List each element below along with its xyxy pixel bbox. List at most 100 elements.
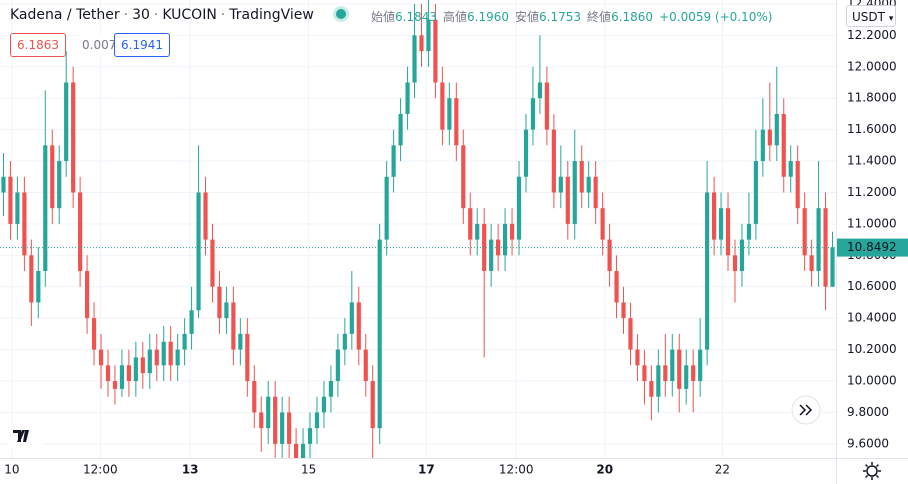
symbol: Kadena / Tether <box>10 7 120 23</box>
candle-body <box>224 302 229 319</box>
buy-button[interactable]: 6.1941 <box>114 33 170 57</box>
candle-body <box>482 223 487 272</box>
y-tick-label: 12.2000 <box>847 28 897 42</box>
last-price-badge <box>837 238 908 257</box>
candle-body <box>161 341 166 366</box>
candle-body <box>245 333 250 382</box>
candle-body <box>475 223 480 240</box>
y-tick-label: 11.0000 <box>847 216 897 230</box>
symbol-header: Kadena / Tether · 30 · KUCOIN · TradingView <box>10 7 347 23</box>
candle-body <box>189 310 194 334</box>
candle-body <box>684 365 689 389</box>
tv-logo <box>8 423 42 449</box>
close-value: 6.1860 <box>611 10 654 24</box>
y-tick-label: 9.6000 <box>847 436 889 450</box>
low-label: 安値 <box>515 10 540 24</box>
candle-body <box>217 286 222 319</box>
candle-body <box>300 443 306 458</box>
candle-body <box>43 145 48 272</box>
candle-body <box>586 176 591 193</box>
candle-body <box>447 98 452 130</box>
y-tick-label: 11.2000 <box>847 185 897 199</box>
low-value: 6.1753 <box>539 10 582 24</box>
candle-body <box>314 412 320 429</box>
candle-body <box>732 255 738 272</box>
candle-body <box>537 82 543 99</box>
candle-body <box>391 145 396 177</box>
candle-body <box>530 98 536 130</box>
candle-body <box>628 318 633 350</box>
candle-body <box>663 365 668 382</box>
source: TradingView <box>229 7 314 23</box>
status-dot <box>336 9 347 19</box>
candle-body <box>335 349 340 382</box>
y-tick-label: 11.6000 <box>847 122 897 136</box>
candle-body <box>579 161 584 193</box>
candle-body <box>760 129 765 162</box>
candle-body <box>795 161 800 209</box>
candle-body <box>405 82 410 114</box>
y-tick-label: 9.8000 <box>847 405 889 419</box>
candle-body <box>670 349 675 382</box>
candle-body <box>8 176 13 224</box>
candle-body <box>600 208 605 240</box>
candle-body <box>705 192 710 350</box>
candle-body <box>126 365 131 382</box>
candle-body <box>22 192 27 256</box>
candle-body <box>321 396 327 413</box>
candle-body <box>677 349 682 389</box>
y-tick-label: 10.0000 <box>847 374 897 388</box>
candle-body <box>112 381 118 389</box>
candle-body <box>133 357 138 382</box>
candle-body <box>154 349 159 366</box>
x-tick-label: 12:00 <box>83 463 118 477</box>
candle-body <box>635 349 640 366</box>
candle-body <box>78 192 83 272</box>
candle-body <box>356 302 361 350</box>
x-tick-label: 22 <box>715 463 730 477</box>
candle-body <box>816 208 821 272</box>
candle-body <box>809 255 814 272</box>
candle-body <box>252 381 257 413</box>
candle-body <box>287 412 292 444</box>
candle-body <box>572 161 577 224</box>
candle-body <box>64 82 69 162</box>
candle-body <box>593 176 598 209</box>
candle-body <box>57 161 62 209</box>
candle-body <box>307 428 313 444</box>
currency-select[interactable]: USDT ▾ <box>846 5 896 27</box>
x-tick-label: 17 <box>418 463 435 477</box>
candle-body <box>739 239 745 272</box>
candle-body <box>398 113 403 146</box>
candle-body <box>91 318 97 350</box>
candle-body <box>461 145 466 209</box>
candle-body <box>98 349 104 366</box>
candle-body <box>440 82 445 130</box>
open-label: 始値 <box>371 10 396 24</box>
candle-body <box>119 365 125 389</box>
candle-body <box>718 208 724 240</box>
ohlc-readout: 始値6.1843 高値6.1960 安値6.1753 終値6.1860 +0.0059 … <box>371 8 778 25</box>
interval: 30 <box>132 7 150 23</box>
candle-body <box>551 129 556 193</box>
close-label: 終値 <box>587 10 612 24</box>
change-value: +0.0059 (+0.10%) <box>659 10 773 24</box>
candle-body <box>781 113 786 177</box>
x-tick-label: 15 <box>301 463 316 477</box>
open-value: 6.1843 <box>395 10 438 24</box>
sell-button[interactable]: 6.1863 <box>10 33 66 57</box>
candle-body <box>370 381 375 429</box>
candle-body <box>377 239 382 429</box>
settings-button[interactable] <box>863 462 881 480</box>
candle-body <box>621 302 626 319</box>
high-label: 高値 <box>443 10 468 24</box>
candle-body <box>544 82 549 130</box>
y-tick-label: 10.2000 <box>847 342 897 356</box>
candle-body <box>105 365 111 382</box>
x-tick-label: 10 <box>4 463 19 477</box>
scroll-button[interactable] <box>791 395 821 425</box>
candle-body <box>711 192 717 240</box>
high-value: 6.1960 <box>467 10 510 24</box>
grid <box>0 0 836 458</box>
